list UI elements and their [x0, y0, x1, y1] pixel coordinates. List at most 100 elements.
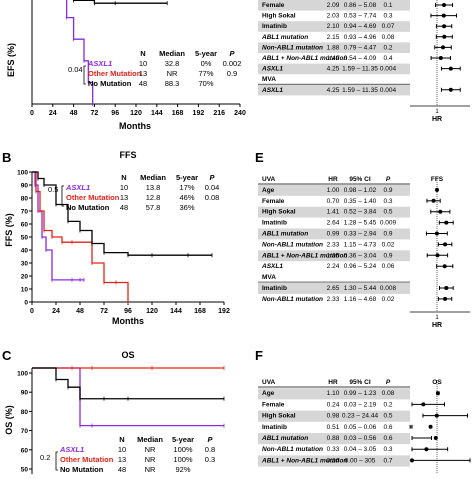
panel-d-row-label: ASXL1: [261, 87, 283, 94]
panel-b-ytick-label: 0: [24, 300, 28, 307]
panel-e-row-p: 0.02: [382, 241, 395, 248]
panel-f-row-bg: [258, 455, 410, 467]
panel-d-row-hr: 4.25: [327, 66, 340, 73]
panel-a-xtick-label: 144: [151, 110, 163, 117]
panel-b-row-label: Other Mutation: [66, 193, 120, 202]
panel-e-row-bg: [258, 250, 410, 262]
panel-b-ytick-label: 10: [21, 287, 29, 294]
panel-c-row-p: 0.3: [205, 455, 215, 464]
panel-e-row-ci: 0.98 – 1.02: [344, 187, 377, 194]
panel-e-row-label: Imatinib: [262, 220, 287, 227]
panel-e-hr-point: [435, 187, 439, 192]
panel-c-ytick-label: 50: [21, 467, 29, 474]
panel-c-row-label: Other Mutation: [60, 455, 114, 464]
panel-b-row-label: ASXL1: [65, 183, 90, 192]
panel-b-ytick-label: 50: [21, 235, 29, 242]
panel-e-row-ci: 0.52 – 3.84: [344, 209, 377, 216]
panel-e-hr-point: [444, 286, 449, 290]
panel-b-ytick-label: 20: [21, 274, 29, 281]
panel-f-hr-point: [410, 458, 414, 463]
panel-d-row-ci: 1.59 – 11.35: [342, 66, 378, 73]
panel-e-row-label: ASXL1: [261, 263, 283, 270]
panel-b-xtick-label: 144: [170, 308, 182, 315]
panel-f-row-ci: 0.99 – 1.23: [344, 390, 377, 397]
panel-f-row-ci: 0.23 – 24.44: [342, 413, 379, 420]
panel-d-row-hr: 2.03: [327, 13, 340, 20]
panel-d-row-p: 0.1: [383, 2, 392, 9]
panel-b-title: FFS: [120, 150, 137, 160]
panel-e: E UVA HR 95% CI P FFS Age 1.00 0.98 – 1.02 0.9 Fe…: [255, 150, 470, 329]
panel-e-row-hr: 0.70: [327, 198, 340, 205]
panel-c: C OS OS (%) 100 90 80 70 60 50 N Median 5-yea…: [2, 348, 225, 474]
panel-f-row-bg: [258, 433, 410, 445]
panel-f-letter: F: [255, 348, 263, 363]
panel-b-row-median: 12.8: [146, 193, 161, 202]
panel-e-row-p: 0.9: [383, 231, 392, 238]
panel-e-hr-point: [444, 220, 449, 225]
panel-f-row-ci: 0.00 – 305: [345, 457, 376, 464]
panel-e-letter: E: [255, 150, 264, 165]
panel-c-row-median: NR: [145, 455, 156, 464]
panel-d-row-p: 0.2: [383, 44, 392, 51]
panel-b-row-p: 0.08: [205, 193, 220, 202]
panel-d-row-bg: [258, 63, 410, 75]
panel-d-axis-label: HR: [432, 116, 442, 123]
panel-e-header-3: P: [386, 176, 391, 183]
panel-c-row-5yr: 92%: [175, 465, 190, 474]
panel-a-xtick-label: 216: [213, 110, 225, 117]
panel-e-row-ci: 1.16 – 4.68: [344, 296, 377, 303]
panel-e-row-label: MVA: [262, 274, 276, 281]
panel-a-row-median: 88.3: [165, 79, 180, 88]
panel-b-xtick-label: 192: [218, 308, 230, 315]
panel-a-xtick-label: 48: [70, 110, 78, 117]
panel-a-header-p: P: [229, 49, 235, 58]
panel-e-row-hr: 2.33: [327, 296, 340, 303]
panel-c-row-5yr: 100%: [173, 455, 193, 464]
panel-e-row-hr: 1.41: [327, 209, 340, 216]
panel-b-row-median: 57.8: [146, 203, 161, 212]
panel-c-ytick-label: 80: [21, 409, 29, 416]
panel-b-row-label: No Mutation: [66, 203, 110, 212]
panel-f-row-hr: 0.24: [327, 401, 340, 408]
panel-b-row-n: 13: [120, 193, 128, 202]
panel-a-row-n: 10: [139, 59, 147, 68]
panel-e-hr-point: [434, 231, 439, 236]
panel-b-xtick-label: 48: [76, 308, 84, 315]
panel-a-xtick-label: 0: [30, 110, 34, 117]
panel-b-row-n: 48: [120, 203, 128, 212]
panel-f-row-ci: 0.04 – 3.05: [344, 446, 377, 453]
panel-f-row-label: High Sokal: [262, 413, 296, 420]
panel-c-ytick-label: 70: [21, 428, 29, 435]
panel-a-row-p: 0.002: [223, 59, 242, 68]
panel-a-curve-2: [72, 0, 168, 4]
panel-b-xtick-label: 168: [194, 308, 206, 315]
panel-b-ytick-label: 100: [17, 170, 28, 177]
panel-d-row-ci: 0.86 – 5.08: [344, 2, 377, 9]
panel-d-hr-point: [448, 87, 453, 92]
panel-d-row-ci: 0.54 – 4.09: [344, 55, 377, 62]
panel-d-row-ci: 0.79 – 4.47: [344, 44, 377, 51]
panel-e-row-hr: 1.05: [327, 252, 340, 259]
panel-b-ytick-label: 90: [21, 183, 29, 190]
panel-b-xlabel: Months: [112, 316, 144, 326]
panel-f-row-p: 0.08: [382, 390, 395, 397]
panel-e-table: UVA HR 95% CI P FFS Age 1.00 0.98 – 1.02 0.9 Fema…: [258, 173, 454, 303]
panel-e-row-ci: 0.36 – 3.04: [344, 252, 377, 259]
panel-c-row-p: 0.8: [205, 445, 215, 454]
panel-f-hr-point: [421, 402, 426, 407]
panel-b-ytick-label: 30: [21, 261, 29, 268]
panel-a-row-5yr: 77%: [198, 69, 213, 78]
panel-e-row-p: 0.9: [383, 252, 392, 259]
panel-c-letter: C: [2, 348, 12, 363]
panel-f-row-p: 0.2: [383, 401, 392, 408]
panel-e-hr-point: [443, 242, 448, 247]
panel-a-row-5yr: 70%: [198, 79, 213, 88]
panel-a-xtick-label: 120: [130, 110, 142, 117]
panel-b-row-5yr: 36%: [179, 203, 194, 212]
panel-b-xtick-label: 96: [124, 308, 132, 315]
panel-f-row-label: Non-ABL1 mutation: [262, 446, 323, 453]
panel-e-row-label: Non-ABL1 mutation: [262, 296, 323, 303]
